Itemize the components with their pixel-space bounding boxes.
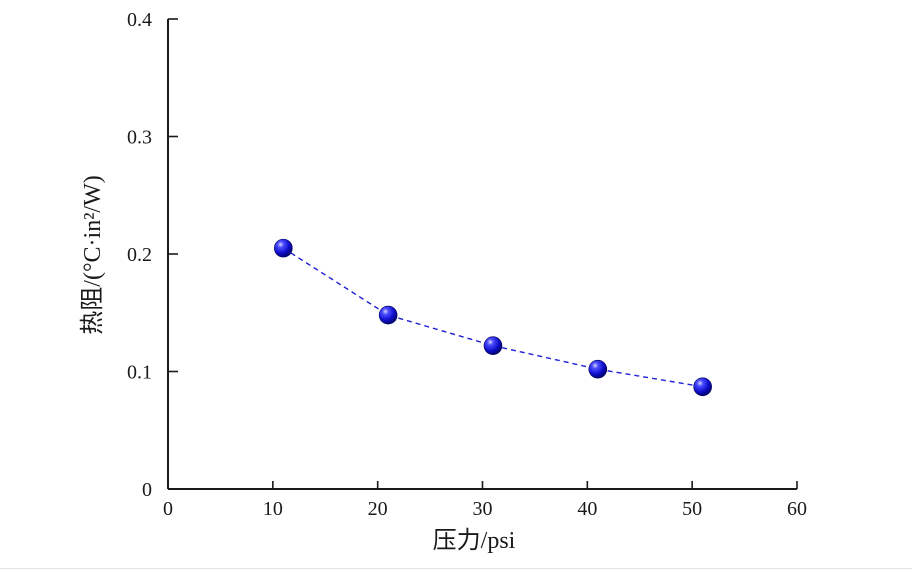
y-tick-label: 0.2 (127, 244, 152, 266)
x-tick-label: 20 (368, 498, 388, 520)
y-tick-label: 0.3 (127, 127, 152, 149)
y-axis-title: 热阻/(°C·in²/W) (79, 175, 106, 334)
y-tick-label: 0.1 (127, 362, 152, 384)
x-tick-label: 30 (473, 498, 493, 520)
y-tick-label: 0.4 (127, 9, 152, 31)
data-point (274, 238, 293, 258)
x-tick-label: 10 (263, 498, 283, 520)
y-tick-label: 0 (142, 479, 152, 501)
axes: 0 10 20 30 40 50 60 0 0.1 0.2 0.3 0.4 (127, 9, 807, 520)
x-tick-label: 60 (787, 498, 807, 520)
x-tick-label: 0 (163, 498, 173, 520)
data-point (693, 377, 712, 397)
x-tick-label: 40 (577, 498, 597, 520)
data-point (378, 305, 398, 325)
bottom-divider (0, 568, 912, 569)
labels: 压力/psi 热阻/(°C·in²/W) (79, 175, 516, 554)
x-axis-title: 压力/psi (433, 527, 516, 554)
x-tick-label: 50 (682, 498, 702, 520)
data-point (588, 359, 608, 379)
series-layer (274, 238, 712, 397)
series-line (282, 247, 703, 388)
data-point (483, 336, 503, 355)
